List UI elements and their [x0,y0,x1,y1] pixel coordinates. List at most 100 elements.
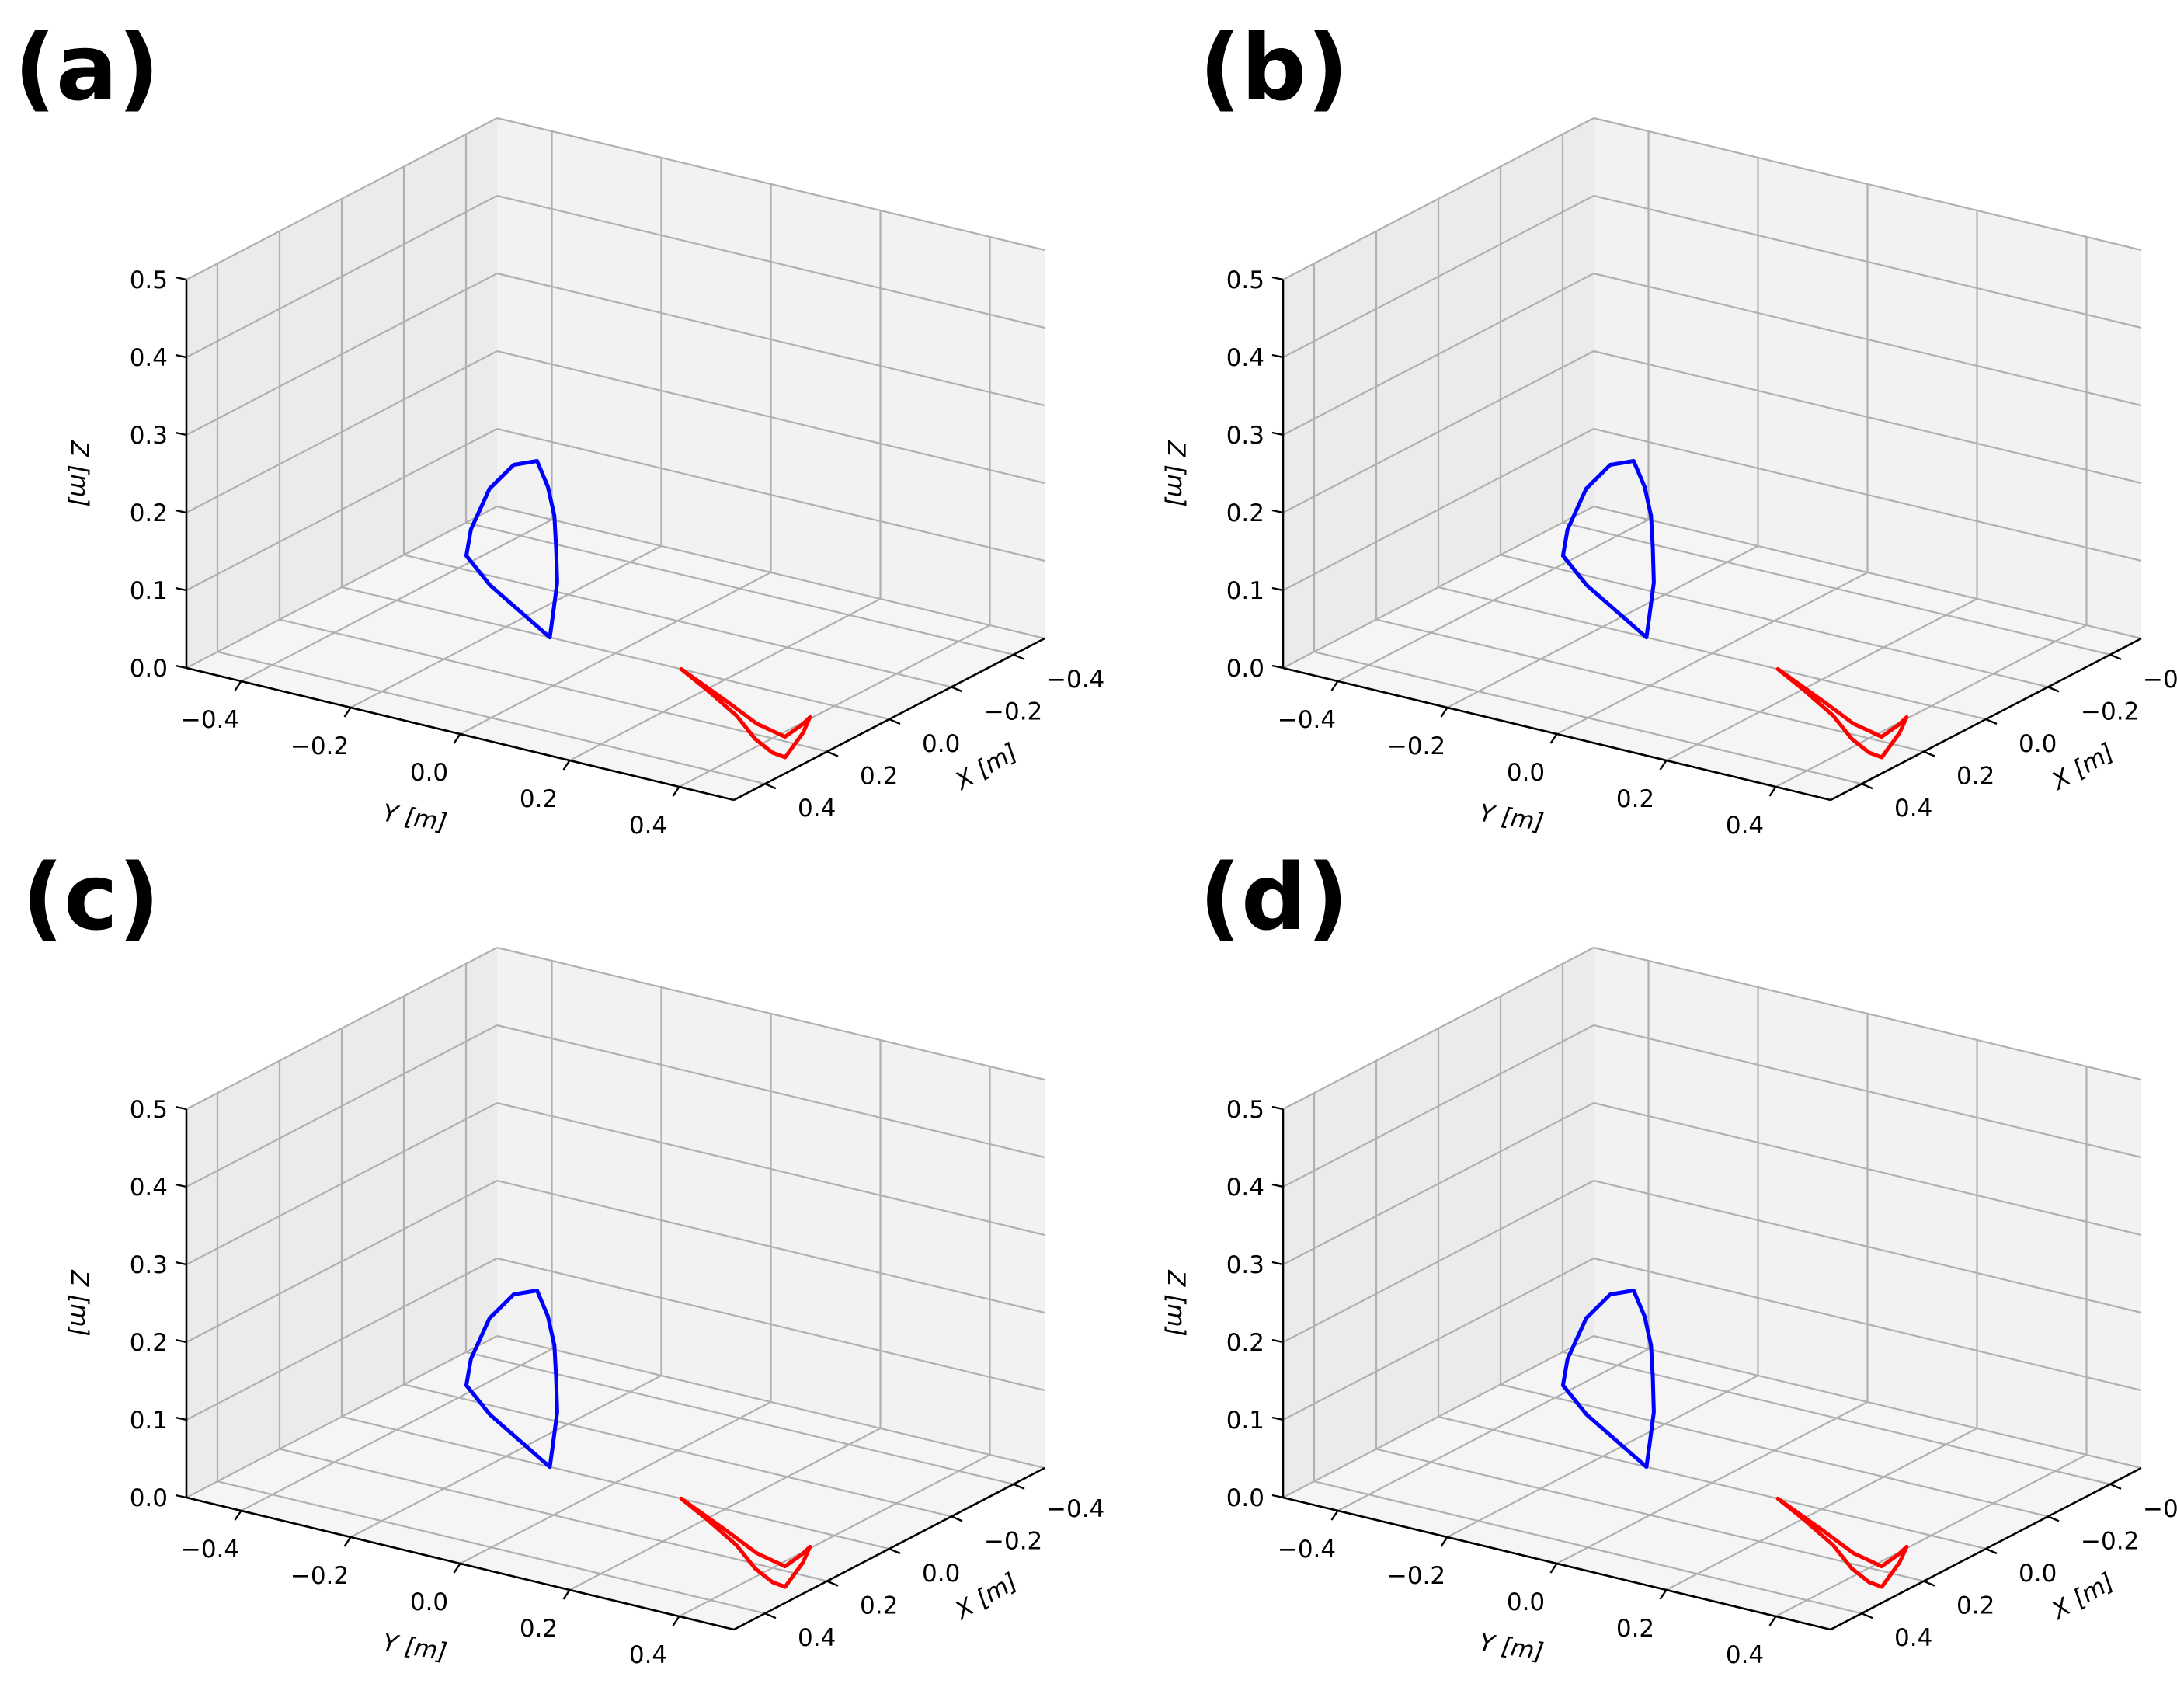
z-tick [175,1105,187,1111]
x-tick [2047,1515,2060,1522]
grid-wall-z-back [1593,946,2142,1081]
z-tick-label: 0.1 [1226,1407,1264,1435]
z-axis-label: Z [m] [65,1269,93,1336]
z-axis-label: Z [m] [1162,1269,1190,1336]
x-tick-label: −0.4 [1046,1495,1104,1523]
x-tick-label: −0.2 [2081,697,2139,725]
x-tick [1861,1612,1873,1619]
grid-wall-z-back [1593,272,2142,407]
grid-floor-y [678,1454,991,1617]
x-tick-label: 0.2 [860,763,898,791]
z-tick-label: 0.5 [130,266,168,294]
z-tick [1271,1183,1284,1188]
grid-wall-z-back [1593,427,2142,562]
grid-wall-z-back [496,1101,1045,1237]
y-tick-label: −0.4 [1278,1536,1336,1564]
grid-floor-y [240,1348,553,1511]
grid-floor-y [1665,1428,1978,1591]
panel-label: (d) [1199,844,1348,951]
z-tick [1271,586,1284,592]
y-axis-label: Y [m] [1477,799,1546,837]
z-tick-label: 0.3 [1226,1251,1264,1279]
grid-wall-z-back [496,1334,1045,1470]
red-trajectory-line [1775,1496,1909,1589]
grid-wall-z-left [1282,195,1594,358]
y-tick [453,1563,461,1574]
grid-wall-z-back [1593,350,2142,485]
grid-wall-z-left [1282,506,1594,669]
grid-floor-y [240,519,553,682]
grid-wall-z-left [186,273,498,436]
grid-floor-y [459,1401,772,1564]
y-tick [1330,1510,1339,1521]
z-tick-label: 0.2 [130,499,168,527]
y-tick-label: 0.4 [1726,812,1764,840]
grid-wall-z-back [496,1257,1045,1392]
z-tick [175,664,187,670]
x-tick [1013,1483,1025,1490]
z-tick-label: 0.4 [130,1174,168,1202]
x-axis-label: X [m] [2046,738,2119,796]
grid-wall-z-back [496,427,1045,562]
z-tick-label: 0.0 [1226,655,1264,683]
z-tick [175,586,187,592]
y-tick-label: 0.2 [1616,785,1654,813]
grid-wall-z-left [1282,1335,1594,1498]
grid-wall-z-back [1593,505,2142,640]
grid-floor-y [350,545,662,708]
x-tick-label: 0.0 [922,1560,960,1588]
z-tick [1271,431,1284,437]
grid-wall-z-left [1282,1258,1594,1421]
z-tick [175,1494,187,1499]
x-tick-label: −0.4 [2143,1495,2177,1523]
x-tick [951,1515,963,1522]
grid-wall-z-left [186,1024,498,1188]
y-tick-label: −0.4 [1278,706,1336,734]
grid-wall-z-left [186,1258,498,1421]
z-tick-label: 0.3 [1226,422,1264,450]
y-tick-label: 0.4 [629,1641,667,1669]
grid-wall-z-back [1593,1334,2142,1470]
red-trajectory-line [679,1496,812,1589]
grid-floor-y [569,1428,882,1591]
y-tick [1549,1563,1558,1574]
red-trajectory-line [1775,666,1909,760]
grid-wall-z-left [1282,273,1594,436]
y-tick-label: 0.2 [1616,1615,1654,1643]
grid-wall-z-left [1282,1180,1594,1343]
y-tick-label: 0.2 [520,785,558,813]
y-tick-label: 0.4 [1726,1641,1764,1669]
grid-floor-y [1665,598,1978,761]
grid-wall-z-left [1282,947,1594,1110]
grid-floor-y [1556,572,1869,735]
x-tick [889,718,901,725]
grid-wall-z-left [186,195,498,358]
x-tick-label: 0.4 [1894,795,1932,823]
x-tick [889,1547,901,1555]
z-tick [175,276,187,281]
z-tick-label: 0.3 [130,422,168,450]
z-tick-label: 0.1 [130,577,168,605]
x-tick [764,1612,777,1619]
x-tick [2109,1483,2122,1490]
x-tick [1923,750,1935,757]
grid-wall-z-back [496,350,1045,485]
y-tick [343,1536,352,1547]
grid-wall-z-left [186,947,498,1110]
y-tick [1659,1589,1668,1600]
x-tick-label: −0.2 [984,1527,1042,1555]
y-axis-label: Y [m] [381,1629,449,1667]
x-tick [2047,686,2060,693]
z-tick [1271,509,1284,514]
z-tick-label: 0.5 [1226,1096,1264,1124]
blue-trajectory-line [464,459,559,640]
z-tick-label: 0.1 [1226,577,1264,605]
z-tick [1271,664,1284,670]
z-tick-label: 0.5 [130,1096,168,1124]
grid-wall-z-back [1593,117,2142,252]
grid-floor-y [1337,1348,1650,1511]
z-tick-label: 0.0 [130,1484,168,1512]
y-tick [672,786,680,797]
x-tick-label: 0.2 [860,1592,898,1620]
